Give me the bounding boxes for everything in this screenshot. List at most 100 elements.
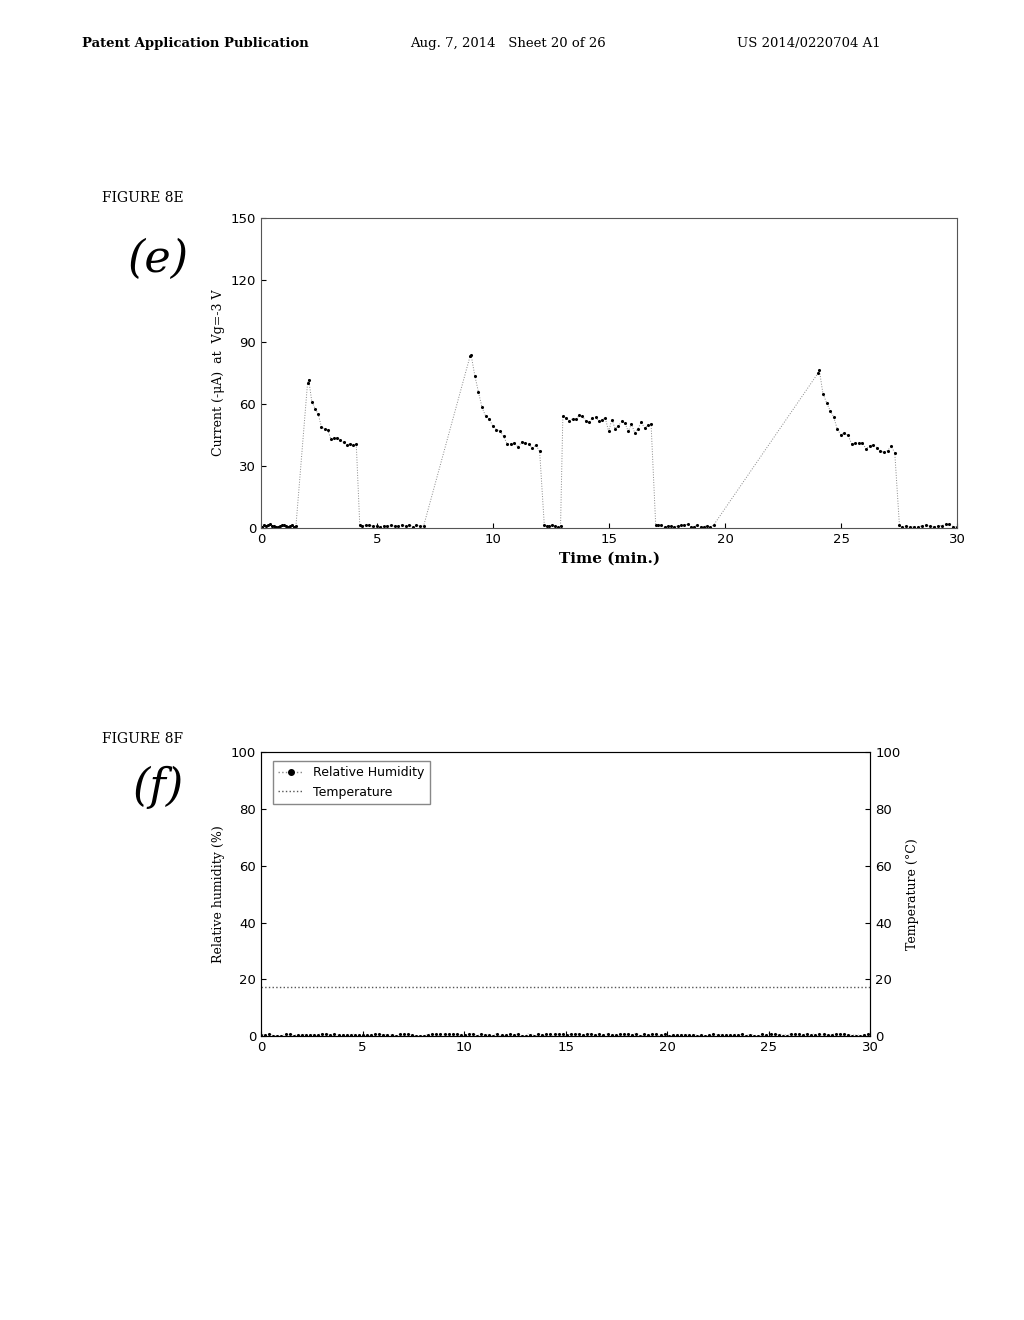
Point <box>811 359 827 380</box>
Point <box>524 437 541 458</box>
Point <box>258 515 274 536</box>
Point <box>891 515 907 536</box>
Point <box>416 1026 432 1047</box>
Text: (e): (e) <box>128 238 189 281</box>
Point <box>632 1026 648 1047</box>
Point <box>791 1023 807 1044</box>
Point <box>326 428 342 449</box>
Point <box>663 515 679 536</box>
Point <box>339 434 355 455</box>
Point <box>676 515 692 536</box>
Point <box>811 1024 827 1045</box>
Point <box>692 516 709 537</box>
Point <box>795 1024 811 1045</box>
Point <box>530 1024 547 1045</box>
Point <box>555 405 571 426</box>
Point <box>420 1024 436 1045</box>
Point <box>547 515 563 536</box>
Point <box>829 418 846 440</box>
Point <box>268 516 285 537</box>
Point <box>616 412 633 433</box>
Point <box>502 1024 518 1045</box>
Point <box>933 515 949 536</box>
Point <box>822 400 839 421</box>
Point <box>722 1024 738 1045</box>
Point <box>818 392 835 413</box>
Point <box>583 1024 599 1045</box>
Point <box>670 515 686 536</box>
Point <box>390 515 407 536</box>
Point <box>852 1026 868 1047</box>
Point <box>803 1024 819 1045</box>
Point <box>751 1026 767 1047</box>
Point <box>766 1024 782 1045</box>
Text: US 2014/0220704 A1: US 2014/0220704 A1 <box>737 37 881 50</box>
Point <box>348 434 365 455</box>
Point <box>444 1024 461 1045</box>
Point <box>823 1024 840 1045</box>
Point <box>286 1026 302 1047</box>
Point <box>636 1024 652 1045</box>
Point <box>372 516 388 537</box>
Point <box>343 1024 359 1045</box>
Point <box>833 424 849 445</box>
Point <box>840 425 856 446</box>
Point <box>387 1026 403 1047</box>
Point <box>581 412 597 433</box>
Point <box>742 1024 759 1045</box>
Point <box>477 1024 494 1045</box>
Point <box>887 442 903 463</box>
Point <box>815 383 831 404</box>
Point <box>428 1024 444 1045</box>
Y-axis label: Current (-μA)  at  Vg=-3 V: Current (-μA) at Vg=-3 V <box>212 289 225 457</box>
Point <box>547 1024 563 1045</box>
Point <box>391 1023 408 1044</box>
Point <box>840 1024 856 1045</box>
Point <box>412 516 428 537</box>
Point <box>883 436 899 457</box>
Point <box>624 1024 640 1045</box>
Point <box>693 1024 710 1045</box>
Point <box>481 1024 498 1045</box>
Point <box>424 1024 440 1045</box>
X-axis label: Time (min.): Time (min.) <box>559 552 659 565</box>
Point <box>566 1023 583 1044</box>
Point <box>868 437 885 458</box>
Point <box>782 1024 799 1045</box>
Point <box>831 1023 848 1044</box>
Point <box>599 1023 615 1044</box>
Point <box>499 433 515 454</box>
Text: (f): (f) <box>133 766 184 809</box>
Point <box>461 1023 477 1044</box>
Point <box>298 1024 314 1045</box>
Point <box>474 397 490 418</box>
Point <box>265 1026 282 1047</box>
Point <box>673 1024 689 1045</box>
Point <box>945 516 962 537</box>
Point <box>665 1024 681 1045</box>
Point <box>261 1023 278 1044</box>
Point <box>408 1026 424 1047</box>
Point <box>537 515 553 536</box>
Point <box>930 516 946 537</box>
Point <box>558 1024 574 1045</box>
Point <box>854 432 870 453</box>
Point <box>275 515 292 536</box>
Point <box>730 1024 746 1045</box>
Point <box>270 516 287 537</box>
Point <box>848 1024 864 1045</box>
Point <box>827 1024 844 1045</box>
Point <box>604 409 621 430</box>
Point <box>313 416 330 437</box>
Point <box>551 1024 567 1045</box>
Point <box>477 405 494 426</box>
Y-axis label: Relative humidity (%): Relative humidity (%) <box>212 825 225 964</box>
Point <box>397 516 414 537</box>
Point <box>278 1024 294 1045</box>
Point <box>302 1024 318 1045</box>
Point <box>304 392 321 413</box>
Point <box>481 408 498 429</box>
Point <box>310 1024 327 1045</box>
Point <box>335 1024 351 1045</box>
Point <box>319 420 336 441</box>
